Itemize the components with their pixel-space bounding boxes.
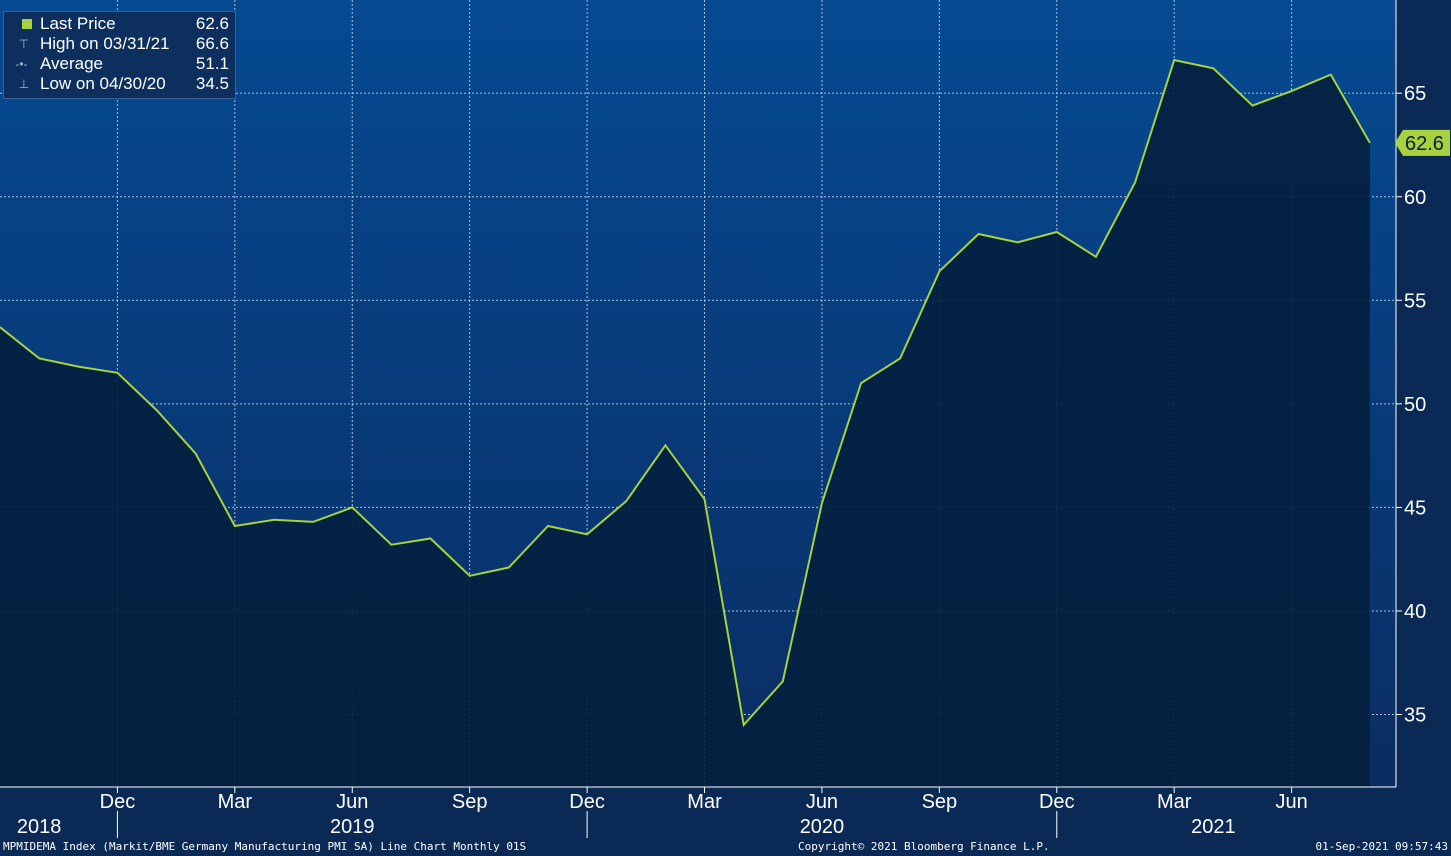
x-tick-label: Jun (806, 791, 838, 813)
last-price-tag-label: 62.6 (1405, 133, 1444, 155)
y-tick-label: 50 (1404, 394, 1426, 416)
x-tick-label: Dec (569, 791, 605, 813)
legend-label: Average (40, 54, 104, 73)
y-tick-label: 35 (1404, 705, 1426, 727)
footer-timestamp: 01-Sep-2021 09:57:43 (1315, 840, 1448, 853)
chart-legend: Last Price 62.6 ⊤ High on 03/31/21 66.6 … (3, 11, 236, 99)
x-tick-label: Sep (452, 791, 488, 813)
y-tick-label: 40 (1404, 601, 1426, 623)
x-year-label: 2021 (1191, 816, 1236, 838)
series-area (0, 60, 1370, 788)
legend-value: 62.6 (195, 14, 229, 33)
last-price-tag-shape (1395, 129, 1450, 156)
y-tick-label: 60 (1404, 187, 1426, 209)
y-tick-label: 45 (1404, 497, 1426, 519)
x-tick-label: Mar (218, 791, 253, 813)
x-tick-label: Sep (922, 791, 958, 813)
legend-label: High on 03/31/21 (40, 34, 170, 53)
y-tick-label: 65 (1404, 83, 1426, 105)
x-tick-label: Dec (100, 791, 136, 813)
axes: 35 40 45 50 55 60 65 Dec Mar Jun Sep Dec Mar Jun Sep De… (0, 0, 1426, 838)
legend-item-high: ⊤ High on 03/31/21 66.6 (12, 34, 229, 54)
x-tick-label: Jun (336, 791, 368, 813)
series-line (0, 58, 1371, 728)
legend-label: Low on 04/30/20 (40, 74, 166, 93)
low-marker-icon: ⊥ (12, 77, 30, 91)
legend-value: 34.5 (195, 74, 229, 93)
footer-bar: MPMIDEMA Index (Markit/BME Germany Manuf… (0, 838, 1451, 856)
x-tick-label: Mar (1157, 791, 1192, 813)
footer-copyright: Copyright© 2021 Bloomberg Finance L.P. (798, 840, 1050, 853)
legend-swatch-icon (12, 19, 40, 29)
legend-item-low: ⊥ Low on 04/30/20 34.5 (12, 74, 229, 94)
legend-value: 66.6 (195, 34, 229, 53)
legend-label: Last Price (40, 14, 116, 33)
legend-value: 51.1 (195, 54, 229, 73)
high-marker-icon: ⊤ (12, 37, 30, 51)
y-tick-label: 55 (1404, 290, 1426, 312)
x-tick-label: Mar (687, 791, 722, 813)
footer-ticker-description: MPMIDEMA Index (Markit/BME Germany Manuf… (3, 840, 527, 853)
average-marker-icon: -•- (12, 57, 28, 71)
x-tick-label: Jun (1275, 791, 1307, 813)
x-year-label: 2018 (17, 816, 62, 838)
x-year-label: 2020 (800, 816, 845, 838)
last-price-tag: 62.6 (1395, 129, 1450, 156)
x-year-label: 2019 (330, 816, 375, 838)
x-tick-label: Dec (1039, 791, 1075, 813)
legend-item-average: -•- Average 51.1 (12, 54, 229, 74)
legend-item-last-price: Last Price 62.6 (12, 14, 229, 34)
